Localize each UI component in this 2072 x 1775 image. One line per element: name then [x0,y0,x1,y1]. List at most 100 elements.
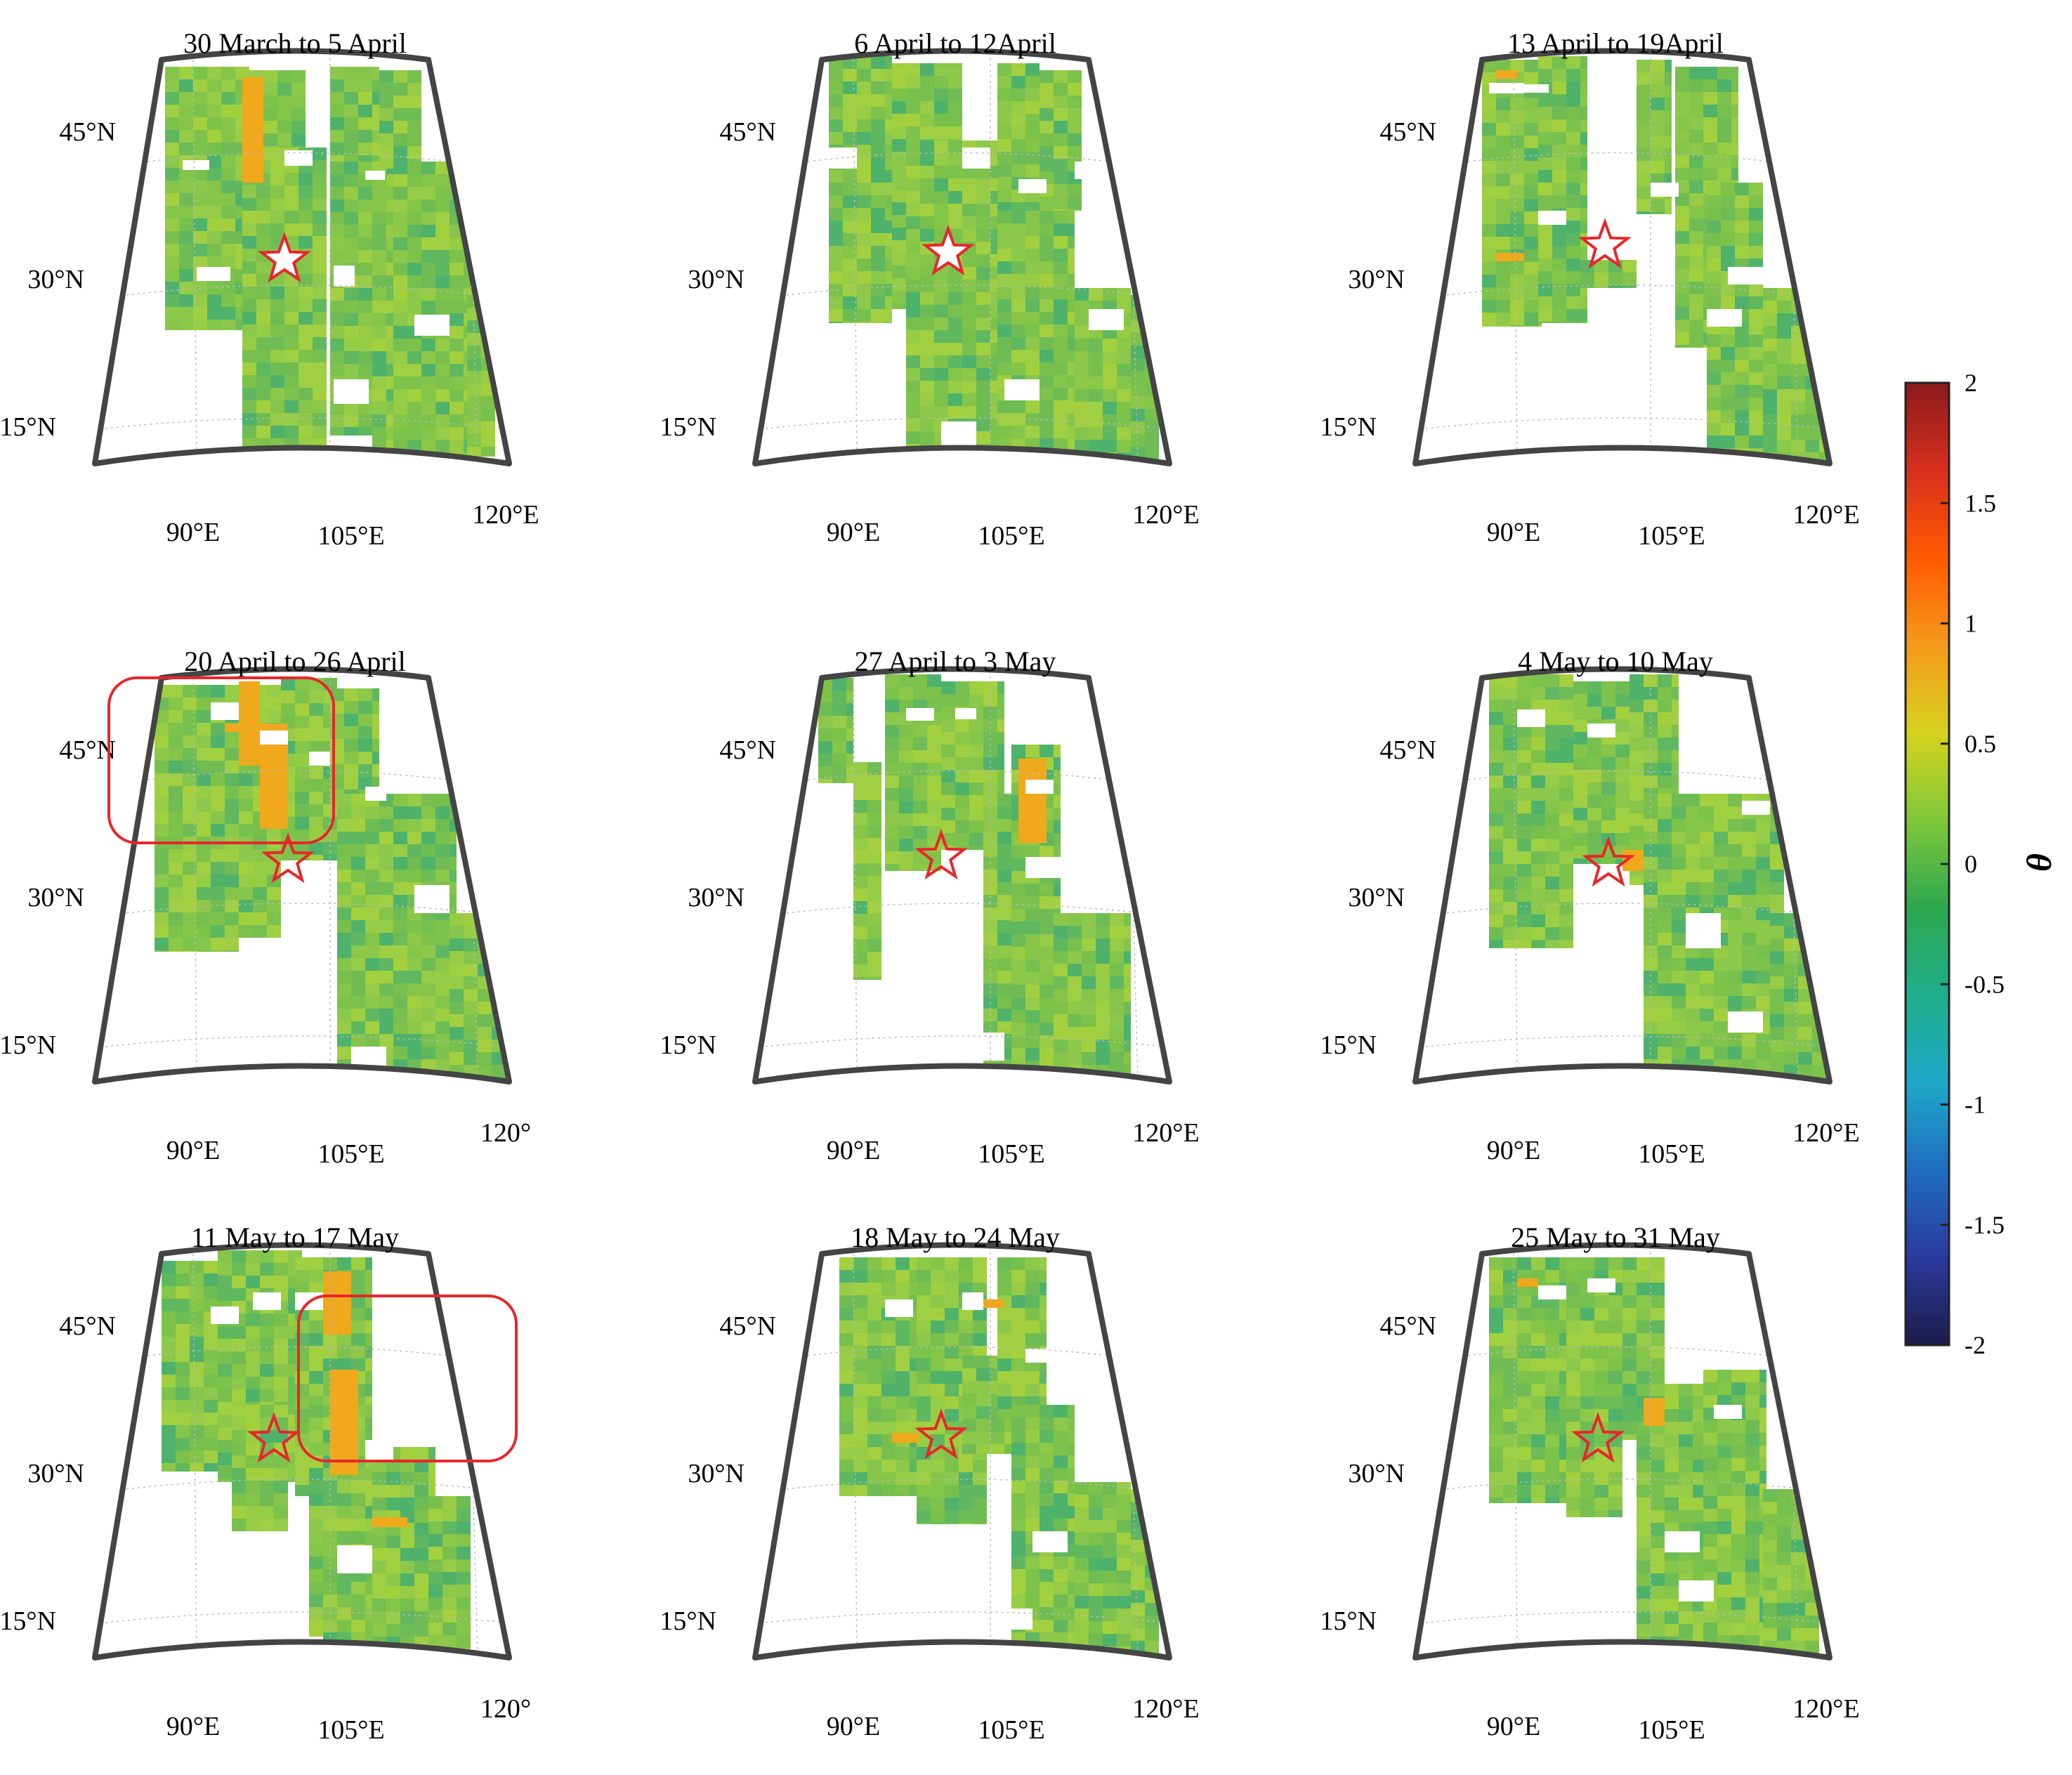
data-cell [1644,819,1658,832]
data-cell [832,728,846,741]
data-cell [1538,284,1552,296]
data-cell [313,236,327,249]
data-cell [945,1498,959,1510]
data-cell [351,1270,365,1283]
data-cell [358,105,372,117]
data-cell [1510,173,1524,186]
data-cell [211,685,225,697]
data-cell [421,971,435,983]
data-cell [1496,98,1510,110]
data-cell [358,288,372,301]
data-cell [379,920,393,933]
data-cell [207,117,221,130]
data-cell [959,1498,973,1510]
data-cell [393,1122,407,1131]
data-cell [1559,839,1573,851]
data-cell [435,275,450,288]
data-cell [351,1283,365,1295]
data-cell [309,1283,323,1295]
data-cell [492,951,506,964]
data-cell [1025,1308,1040,1321]
data-cell [857,322,871,323]
data-cell [1025,745,1040,757]
data-cell [1124,989,1131,1002]
data-cell [1040,1468,1054,1481]
data-cell [1040,121,1054,133]
data-cell [906,280,920,292]
data-cell [183,849,197,862]
data-cell [899,864,913,871]
data-cell [1608,273,1622,285]
data-cell [246,1314,260,1326]
data-cell [906,381,920,393]
data-cell [1145,421,1159,434]
data-cell [1068,964,1082,976]
data-cell [393,275,407,288]
data-cell [1040,972,1054,985]
data-cell [344,187,358,199]
data-cell [450,976,464,989]
data-cell [246,1455,260,1468]
data-cell [990,140,997,153]
data-cell [1728,832,1742,844]
data-cell [207,307,221,320]
data-cell [1700,1085,1714,1097]
data-cell [407,301,421,313]
data-cell [1089,376,1103,389]
data-cell [407,162,421,174]
data-cell [1040,1594,1054,1607]
longitude-label: 105°E [1638,521,1705,551]
data-cell [1025,413,1040,426]
data-cell [1011,362,1025,375]
data-cell [1686,1009,1700,1021]
data-cell [1011,1048,1025,1061]
data-cell [1011,464,1025,476]
data-cell [1756,832,1770,844]
data-cell [1496,287,1510,300]
data-cell [337,819,351,832]
data-cell [857,145,871,157]
data-cell [1124,1014,1131,1027]
data-cell [1672,933,1686,945]
data-cell [386,427,393,440]
data-cell [1040,985,1054,997]
data-cell [973,1472,987,1485]
data-cell [1503,725,1517,738]
data-cell [1545,700,1559,712]
data-cell [871,296,885,309]
data-cell [892,228,906,240]
data-cell [1749,435,1763,448]
data-cell [1700,996,1714,1009]
data-cell [270,451,284,464]
data-cell [1728,1110,1742,1117]
data-cell [1658,920,1672,933]
data-cell [407,1009,421,1021]
data-cell [1580,273,1594,285]
data-cell [267,925,281,938]
data-cell [906,216,920,229]
data-cell [1798,1040,1812,1052]
data-cell [295,817,309,830]
data-cell [1510,186,1524,199]
data-cell [183,710,197,723]
data-cell [365,1493,372,1506]
data-cell [1040,1321,1047,1333]
data-cell [1686,819,1700,832]
data-cell [393,806,407,819]
data-cell [211,925,225,938]
data-cell [1025,1696,1040,1708]
data-cell [1040,1010,1054,1023]
data-cell [955,808,969,820]
data-cell [896,1409,910,1422]
data-cell [1510,325,1524,327]
latitude-label: 30°N [27,265,84,294]
data-cell [1103,351,1117,364]
data-cell [990,1444,1004,1454]
data-cell [421,237,435,250]
data-cell [386,263,393,275]
data-cell [1707,271,1721,284]
panel-title: 13 April to 19April [1507,27,1724,59]
data-cell [260,1506,274,1519]
data-cell [221,256,235,269]
